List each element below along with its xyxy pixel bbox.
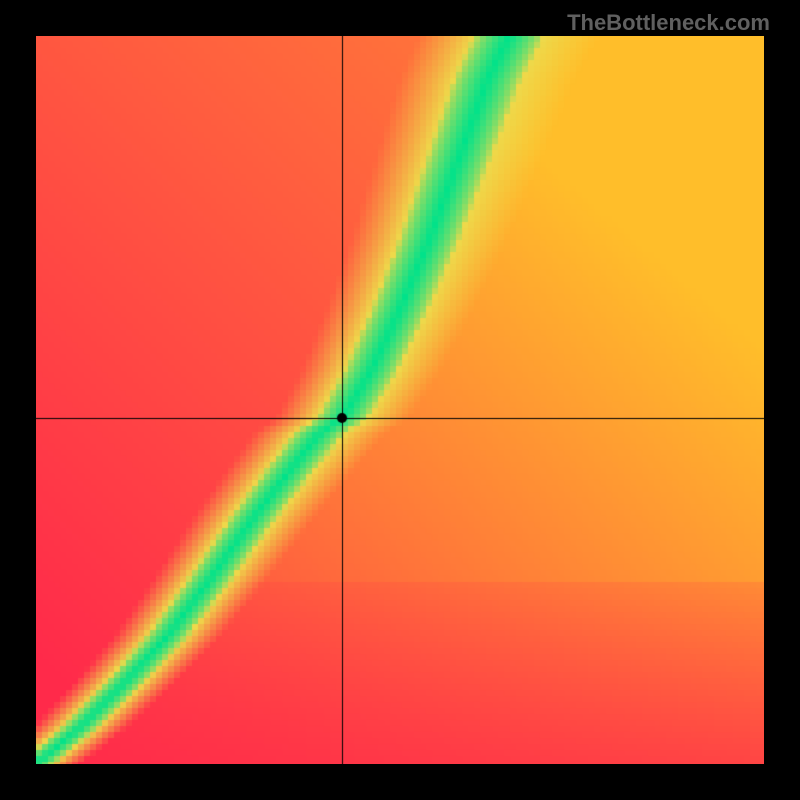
watermark-text: TheBottleneck.com bbox=[567, 10, 770, 36]
chart-container: { "watermark": "TheBottleneck.com", "can… bbox=[0, 0, 800, 800]
bottleneck-heatmap bbox=[36, 36, 764, 764]
